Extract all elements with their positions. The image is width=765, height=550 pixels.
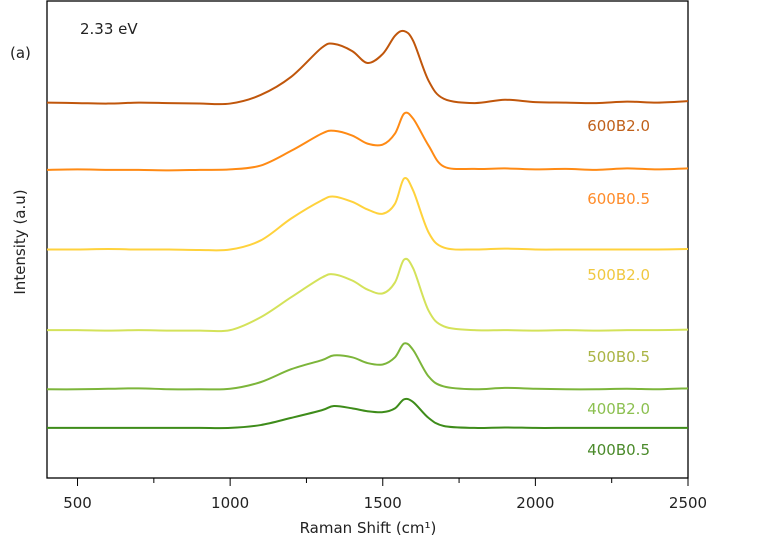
panel-label: (a) — [10, 44, 31, 62]
series-line-400B0.5 — [47, 397, 688, 430]
series-line-600B0.5 — [46, 111, 689, 172]
series-label-500B2.0: 500B2.0 — [587, 266, 650, 284]
y-axis-label: Intensity (a.u) — [11, 189, 29, 295]
series-line-400B2.0 — [46, 342, 689, 391]
series-label-500B0.5: 500B0.5 — [587, 348, 650, 366]
series-label-600B2.0: 600B2.0 — [587, 117, 650, 135]
x-tick-label: 500 — [63, 494, 92, 512]
series-line-600B2.0 — [46, 29, 689, 106]
x-tick-label: 2000 — [516, 494, 554, 512]
x-tick-label: 1000 — [211, 494, 249, 512]
plot-frame — [46, 0, 689, 479]
series-line-500B2.0 — [46, 177, 689, 252]
x-tick-label: 2500 — [669, 494, 707, 512]
x-tick-label: 1500 — [364, 494, 402, 512]
energy-annotation: 2.33 eV — [80, 20, 138, 38]
series-line-500B0.5 — [46, 257, 689, 333]
series-label-400B2.0: 400B2.0 — [587, 400, 650, 418]
x-axis-label: Raman Shift (cm¹) — [299, 519, 437, 537]
series-label-400B0.5: 400B0.5 — [587, 441, 650, 459]
series-label-600B0.5: 600B0.5 — [587, 190, 650, 208]
